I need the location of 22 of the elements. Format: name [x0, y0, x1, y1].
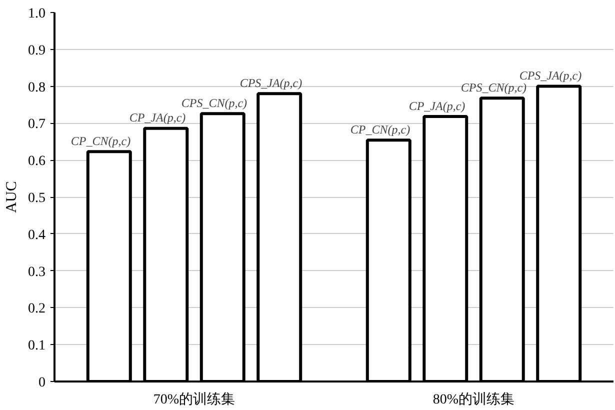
y-tick-label: 0 — [38, 376, 46, 390]
y-tick-label: 0.5 — [28, 191, 46, 206]
text: CPS_JA(p,c) — [240, 76, 302, 90]
x-tick-label: 80%的训练集 — [432, 392, 515, 408]
x-tick-label: 70%的训练集 — [153, 392, 236, 408]
y-tick-label: 0.8 — [28, 80, 46, 96]
text: CPS_CN(p,c) — [460, 80, 527, 94]
series-label: CP_CN(p,c) — [70, 134, 131, 148]
y-tick-label: 0.6 — [28, 154, 46, 170]
y-axis-title: AUC — [4, 181, 20, 213]
y-tick-label: 0.3 — [28, 264, 46, 280]
y-tick-label: 0.9 — [28, 43, 46, 58]
y-tick-label: 0.7 — [28, 117, 46, 132]
y-tick-label: 0.1 — [28, 338, 46, 354]
y-tick-label: 0.4 — [28, 228, 46, 243]
series-label: CP_JA(p,c) — [408, 98, 466, 113]
series-label: CPS_CN(p,c) — [181, 96, 248, 110]
y-tick-label: 0.2 — [28, 302, 46, 317]
series-label: CPS_JA(p,c) — [519, 68, 582, 83]
y-tick-label: 1.0 — [28, 6, 46, 22]
text: CP_JA(p,c) — [129, 110, 186, 125]
text: CP_CN(p,c) — [350, 122, 410, 136]
